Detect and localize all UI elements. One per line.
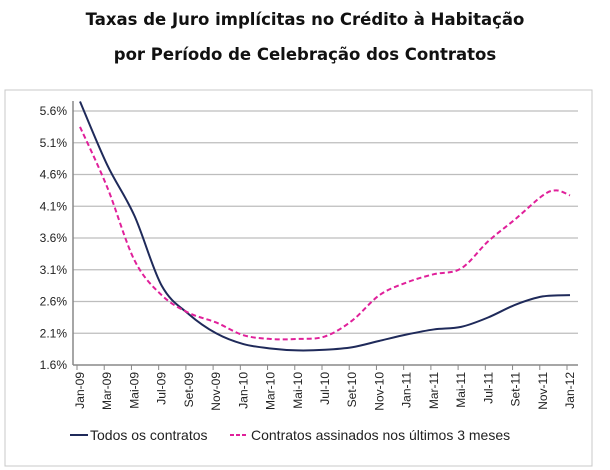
y-tick-label: 3.6% — [40, 231, 68, 245]
chart-border — [4, 89, 593, 467]
y-tick-label: 4.1% — [40, 199, 68, 213]
x-tick-label: Jul-10 — [318, 372, 332, 405]
x-tick-label: Nov-11 — [536, 372, 550, 410]
x-tick-label: Mai-11 — [454, 372, 468, 408]
legend-label: Contratos assinados nos últimos 3 meses — [251, 427, 510, 443]
series-line-2 — [79, 126, 571, 341]
y-tick-label: 5.6% — [40, 104, 68, 118]
x-tick-label: Mar-11 — [427, 372, 441, 409]
x-tick-label: Set-10 — [345, 372, 359, 408]
chart-title: Taxas de Juro implícitas no Crédito à Ha… — [85, 10, 525, 29]
x-tick-label: Jan-11 — [400, 372, 414, 408]
legend-label: Todos os contratos — [90, 427, 208, 443]
y-tick-label: 1.6% — [40, 358, 68, 372]
y-tick-label: 2.6% — [40, 295, 68, 309]
x-tick-label: Nov-10 — [372, 372, 386, 411]
x-tick-label: Mai-10 — [291, 372, 305, 409]
x-tick-label: Jan-10 — [236, 372, 250, 409]
x-tick-label: Set-11 — [509, 372, 523, 407]
x-tick-label: Jul-11 — [481, 372, 495, 404]
x-tick-label: Jan-09 — [73, 372, 87, 409]
x-tick-label: Mar-10 — [264, 372, 278, 410]
series-line-1 — [79, 101, 571, 352]
y-tick-label: 2.1% — [40, 326, 68, 340]
x-tick-label: Jan-12 — [563, 372, 577, 409]
y-tick-label: 3.1% — [40, 263, 68, 277]
chart-subtitle: por Período de Celebração dos Contratos — [113, 45, 497, 64]
x-tick-label: Nov-09 — [209, 372, 223, 411]
x-tick-label: Mar-09 — [100, 372, 114, 410]
x-tick-label: Jul-09 — [155, 372, 169, 405]
y-tick-label: 4.6% — [40, 168, 68, 182]
y-tick-label: 5.1% — [40, 136, 68, 150]
x-tick-label: Mai-09 — [127, 372, 141, 409]
x-tick-label: Set-09 — [182, 372, 196, 408]
